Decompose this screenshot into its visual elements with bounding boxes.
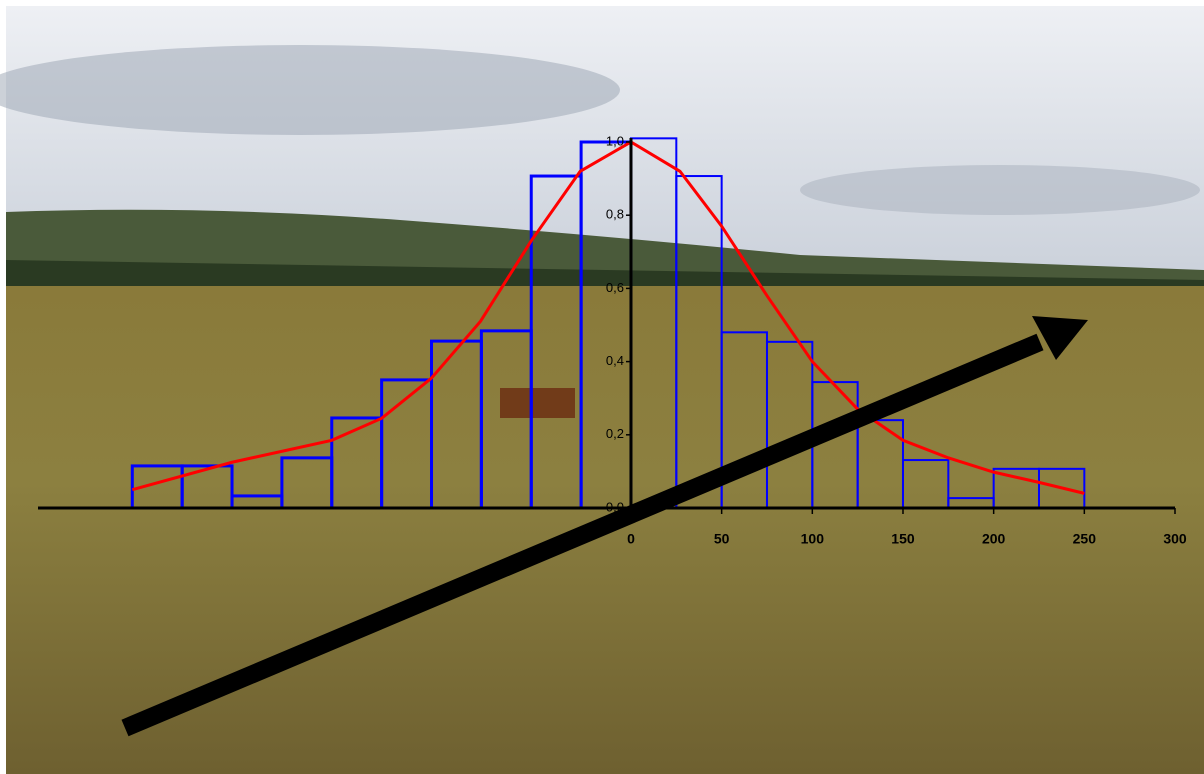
y-tick-label: 0,8 — [606, 207, 624, 222]
x-tick-label: 200 — [982, 531, 1006, 547]
x-tick-label: 50 — [714, 531, 730, 547]
y-tick-label: 1,0 — [606, 133, 624, 148]
y-tick-label: 0,6 — [606, 280, 624, 295]
x-tick-label: 250 — [1073, 531, 1097, 547]
photo-background — [0, 6, 1204, 774]
y-tick-label: 0,4 — [606, 353, 624, 368]
y-tick-label: 0,2 — [606, 426, 624, 441]
x-tick-label: 150 — [891, 531, 915, 547]
x-tick-label: 300 — [1163, 531, 1187, 547]
arrow — [121, 316, 1088, 737]
x-tick-label: 0 — [627, 531, 635, 547]
x-tick-label: 100 — [801, 531, 825, 547]
fit-curve — [131, 140, 1085, 495]
